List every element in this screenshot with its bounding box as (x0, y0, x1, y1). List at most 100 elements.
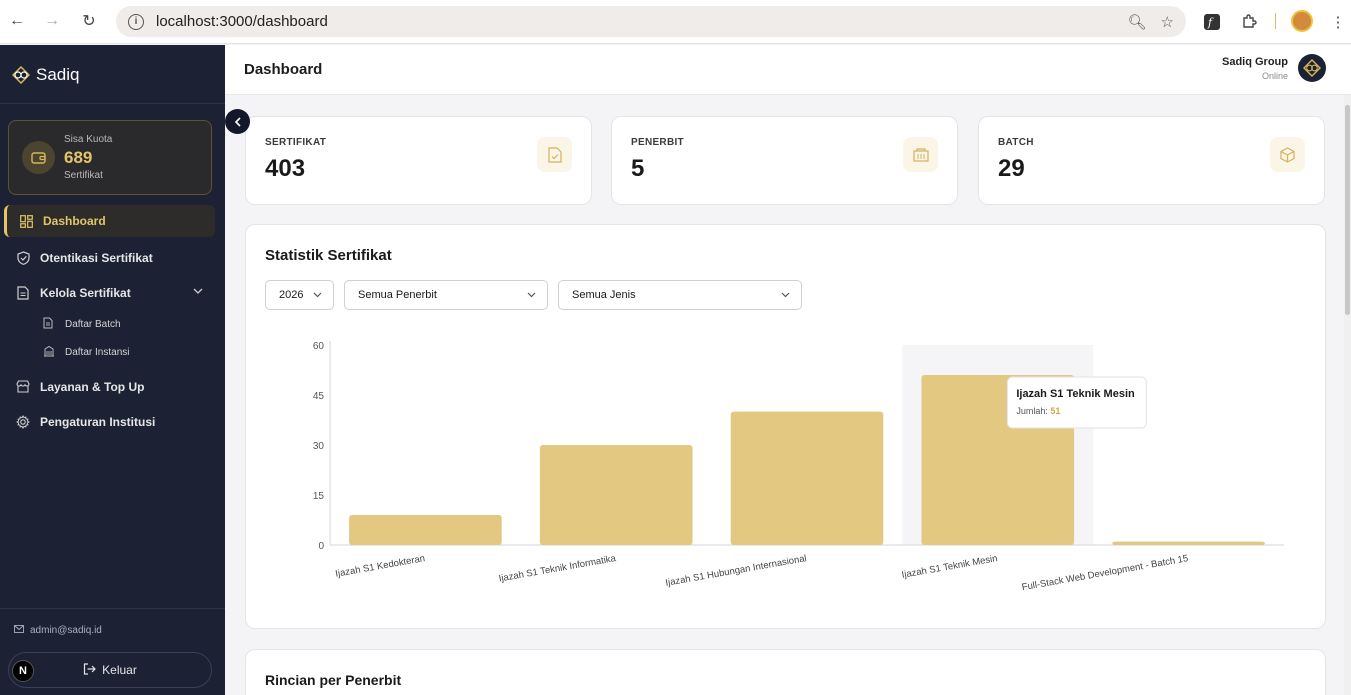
sidebar-subitem-label: Daftar Batch (65, 318, 121, 330)
y-tick-label: 30 (313, 441, 325, 452)
kebab-menu-icon[interactable]: ⋮ (1330, 14, 1346, 31)
sidebar-item-label: Layanan & Top Up (40, 379, 145, 394)
user-email-text: admin@sadiq.id (30, 625, 102, 636)
chevron-down-icon (781, 290, 790, 300)
sidebar-item-dashboard[interactable]: Dashboard (4, 205, 215, 237)
toolbar-separator (1275, 13, 1276, 29)
x-tick-label: Ijazah S1 Teknik Informatika (498, 553, 617, 585)
sidebar: Sadiq Sisa Kuota 689 Sertifikat Dashboar… (0, 45, 225, 695)
building-icon (903, 137, 938, 172)
browser-toolbar: ← → ↻ i localhost:3000/dashboard 🔍︎ ☆ f … (0, 0, 1351, 44)
chart-title: Statistik Sertifikat (265, 247, 392, 264)
rincian-title: Rincian per Penerbit (265, 672, 402, 688)
logout-label: Keluar (102, 663, 137, 677)
publisher-select-value: Semua Penerbit (358, 289, 437, 301)
quota-label: Sisa Kuota (64, 134, 113, 145)
site-info-icon[interactable]: i (128, 13, 144, 30)
y-tick-label: 45 (313, 391, 325, 402)
grid-icon (19, 214, 33, 228)
tooltip-value: 51 (1050, 406, 1060, 416)
tooltip-label: Jumlah: 51 (1016, 406, 1060, 416)
tooltip-title: Ijazah S1 Teknik Mesin (1016, 388, 1135, 400)
extension-icon[interactable]: f (1200, 10, 1224, 34)
store-icon (16, 380, 30, 394)
quota-value: 689 (64, 148, 93, 167)
brand-name: Sadiq (36, 65, 80, 84)
y-tick-label: 15 (313, 491, 325, 502)
x-tick-label: Full-Stack Web Development - Batch 15 (1021, 553, 1189, 593)
page-title: Dashboard (244, 61, 323, 78)
sidebar-subitem-daftar-batch[interactable]: Daftar Batch (0, 310, 225, 338)
rincian-card: Rincian per Penerbit (245, 649, 1326, 695)
org-logo-icon (1303, 59, 1321, 77)
quota-unit: Sertifikat (64, 170, 103, 181)
forward-icon[interactable]: → (44, 12, 60, 29)
stat-card-penerbit: PENERBIT 5 (611, 116, 958, 205)
bar (349, 515, 502, 545)
bar (539, 445, 693, 545)
logout-icon (83, 662, 97, 678)
type-select[interactable]: Semua Jenis (558, 280, 802, 310)
logout-button[interactable]: Keluar (8, 652, 212, 688)
sidebar-item-layanan[interactable]: Layanan & Top Up (0, 369, 225, 404)
document-icon (16, 285, 30, 300)
sidebar-item-label: Pengaturan Institusi (40, 414, 156, 429)
address-bar[interactable]: i localhost:3000/dashboard 🔍︎ ☆ (116, 6, 1186, 37)
sidebar-subitem-label: Daftar Instansi (65, 346, 130, 358)
org-name: Sadiq Group (1222, 56, 1288, 68)
puzzle-extensions-icon[interactable] (1237, 10, 1261, 34)
profile-avatar[interactable] (1291, 10, 1313, 32)
stat-card-sertifikat: SERTIFIKAT 403 (245, 116, 592, 205)
quota-card: Sisa Kuota 689 Sertifikat (8, 120, 212, 195)
brand-logo[interactable]: Sadiq (12, 65, 79, 85)
file-check-icon (537, 137, 572, 172)
chevron-left-icon (234, 116, 241, 127)
year-select[interactable]: 2026 (265, 280, 334, 310)
back-icon[interactable]: ← (9, 12, 25, 29)
bar (730, 411, 884, 545)
publisher-select[interactable]: Semua Penerbit (344, 280, 548, 310)
sidebar-item-label: Otentikasi Sertifikat (40, 250, 153, 265)
building-icon (43, 345, 55, 360)
x-tick-label: Ijazah S1 Hubungan Internasional (665, 553, 808, 589)
sidebar-footer-divider (0, 608, 225, 609)
brand-logo-icon (12, 66, 30, 84)
scrollbar-thumb[interactable] (1345, 105, 1350, 315)
statistik-card: Statistik Sertifikat 2026 Semua Penerbit… (245, 224, 1326, 629)
page-scrollbar[interactable] (1344, 95, 1351, 695)
org-status: Online (1261, 71, 1288, 81)
mail-icon (14, 625, 24, 636)
stat-label: PENERBIT (631, 137, 684, 148)
file-icon (43, 317, 55, 332)
sidebar-item-otentikasi[interactable]: Otentikasi Sertifikat (0, 240, 225, 275)
collapse-sidebar-button[interactable] (225, 109, 250, 134)
stat-value: 403 (265, 155, 306, 182)
sidebar-subitem-daftar-instansi[interactable]: Daftar Instansi (0, 338, 225, 366)
reload-icon[interactable]: ↻ (82, 13, 96, 30)
stat-value: 29 (998, 155, 1025, 182)
zoom-icon[interactable]: 🔍︎ (1127, 14, 1147, 31)
url-text[interactable]: localhost:3000/dashboard (156, 13, 328, 30)
sidebar-item-label: Kelola Sertifikat (40, 285, 131, 300)
tooltip-box (1006, 376, 1147, 429)
sidebar-item-pengaturan[interactable]: Pengaturan Institusi (0, 404, 225, 439)
sidebar-item-label: Dashboard (43, 214, 106, 228)
y-tick-label: 60 (313, 341, 325, 352)
x-tick-label: Ijazah S1 Kedokteran (335, 553, 426, 580)
nextjs-dev-badge[interactable]: N (12, 660, 34, 682)
box-icon (1270, 137, 1305, 172)
org-avatar[interactable] (1298, 54, 1326, 82)
chevron-down-icon (527, 290, 536, 300)
bookmark-star-icon[interactable]: ☆ (1160, 14, 1174, 31)
chevron-down-icon (313, 290, 322, 300)
sidebar-item-kelola[interactable]: Kelola Sertifikat (0, 275, 225, 310)
chevron-down-icon[interactable] (193, 286, 203, 297)
stat-value: 5 (631, 155, 645, 182)
sidebar-divider (0, 103, 225, 104)
y-tick-label: 0 (318, 541, 324, 552)
bar (1112, 541, 1265, 545)
wallet-icon (22, 141, 55, 174)
year-select-value: 2026 (279, 289, 304, 301)
stat-label: BATCH (998, 137, 1034, 148)
stat-label: SERTIFIKAT (265, 137, 327, 148)
